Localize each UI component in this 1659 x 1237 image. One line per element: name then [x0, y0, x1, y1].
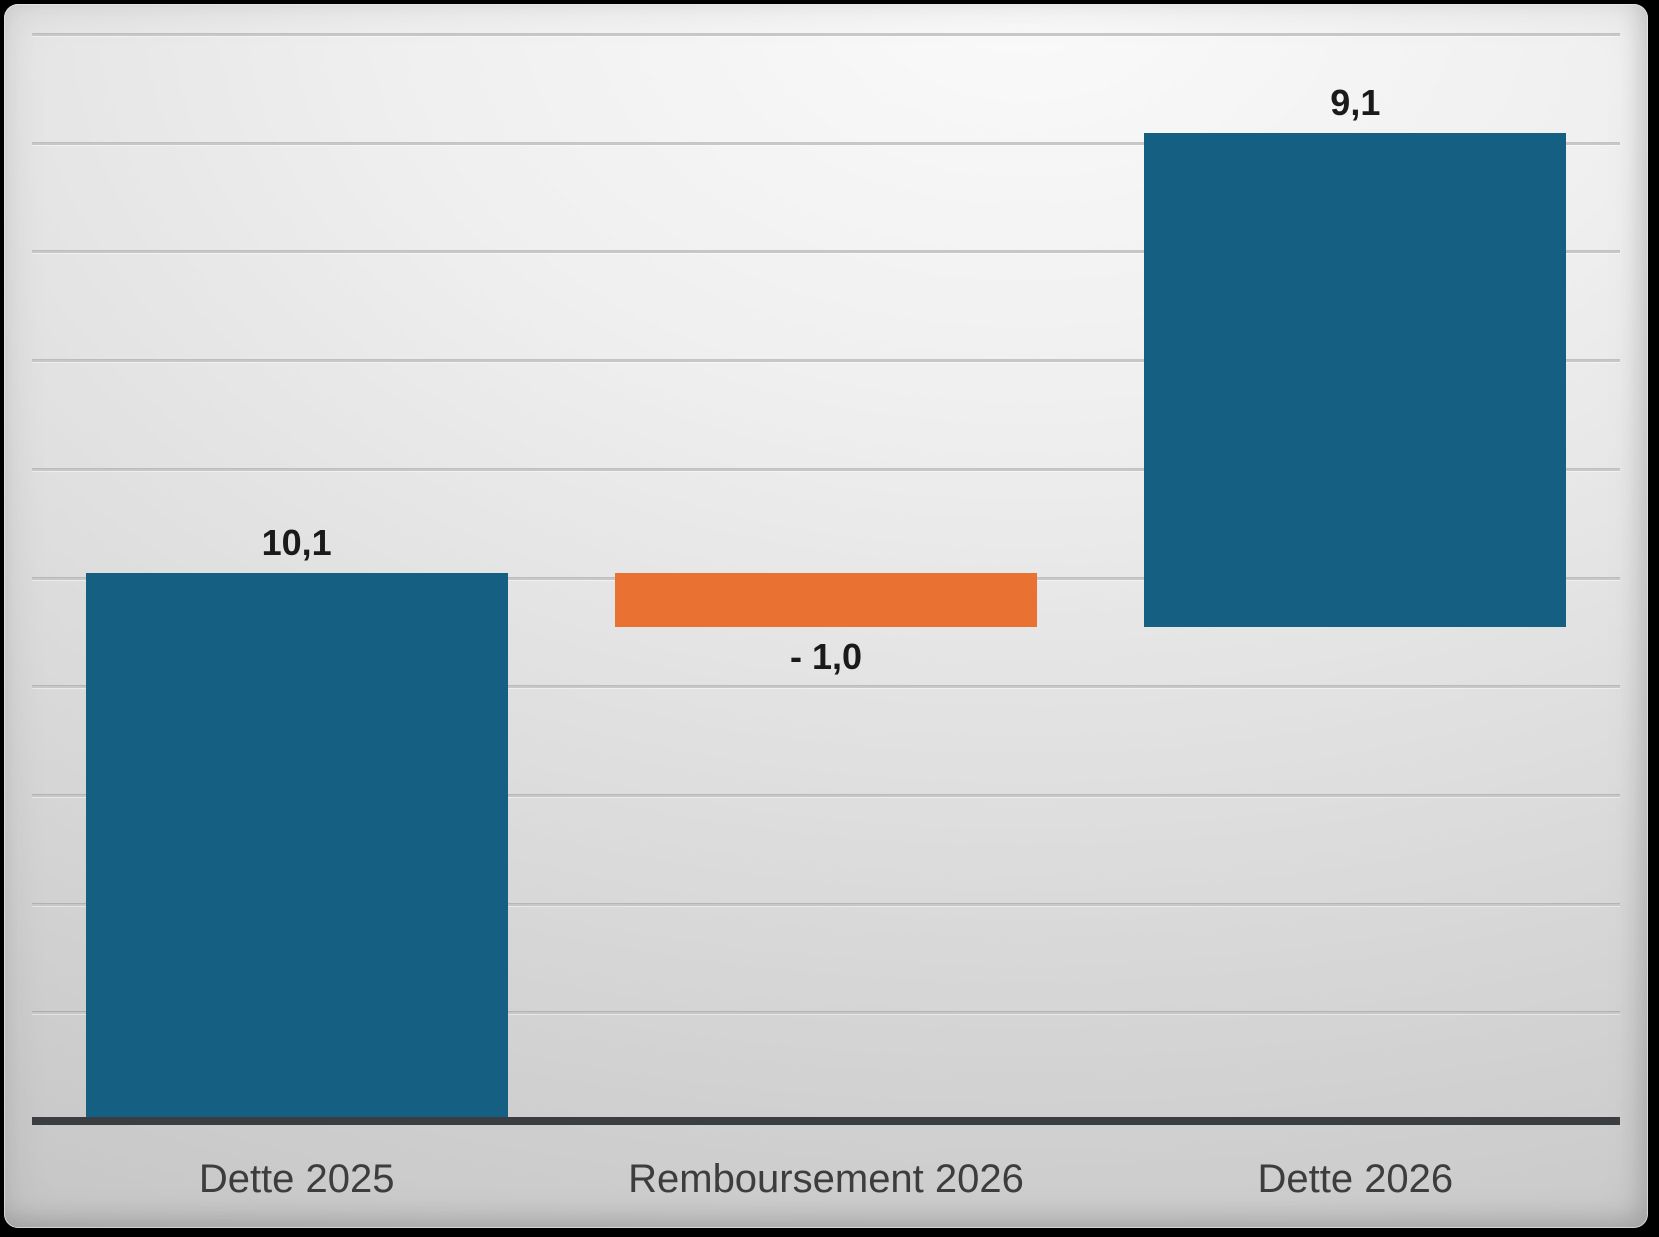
- data-label-dette-2026: 9,1: [1330, 81, 1381, 123]
- gridline-y-18: [32, 142, 1620, 145]
- bar-dette-2026: [1144, 132, 1567, 628]
- data-label-dette-2025: 10,1: [261, 522, 332, 564]
- gridline-y-14: [32, 360, 1620, 363]
- category-label-remboursement-2026: Remboursement 2026: [628, 1157, 1024, 1201]
- bar-remboursement-2026: [615, 573, 1037, 628]
- x-axis-line: [32, 1117, 1620, 1125]
- gridline-y-20: [32, 34, 1620, 36]
- bar-dette-2025: [85, 573, 508, 1122]
- gridline-y-12: [32, 468, 1620, 471]
- gridline-y-4: [32, 903, 1620, 906]
- gridline-y-2: [32, 1012, 1620, 1015]
- category-label-dette-2026: Dette 2026: [1257, 1157, 1454, 1201]
- gridline-y-8: [32, 686, 1620, 689]
- data-label-remboursement-2026: - 1,0: [789, 636, 863, 678]
- gridline-y-16: [32, 251, 1620, 254]
- category-label-dette-2025: Dette 2025: [198, 1157, 395, 1201]
- gridline-y-6: [32, 794, 1620, 797]
